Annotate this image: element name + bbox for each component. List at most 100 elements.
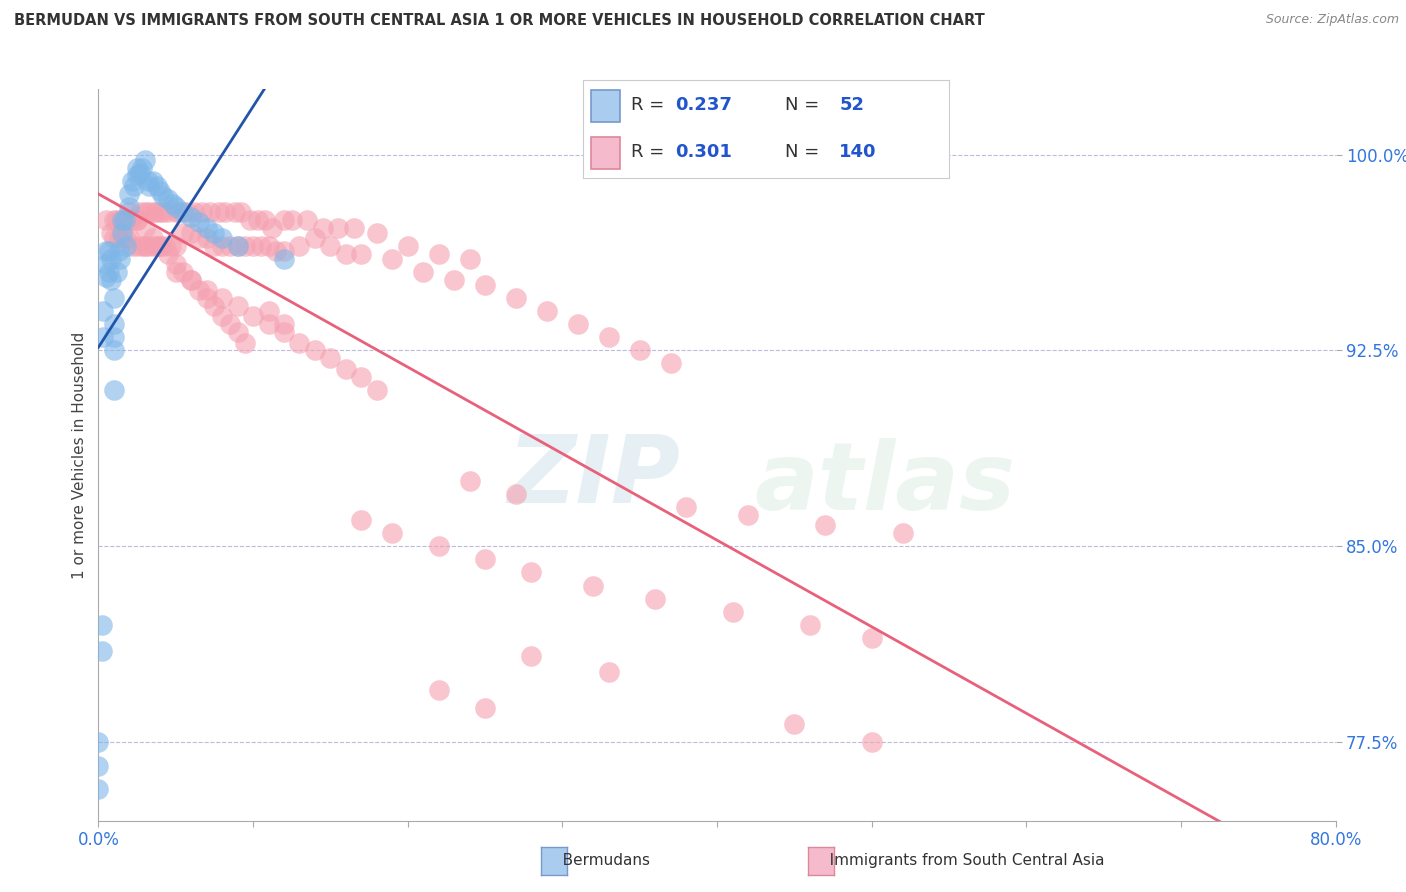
Point xyxy=(127,239,149,253)
Bar xyxy=(591,136,620,169)
Point xyxy=(737,508,759,522)
Point xyxy=(281,212,304,227)
Point xyxy=(350,369,373,384)
Point xyxy=(211,239,233,253)
Point xyxy=(165,257,187,271)
Point xyxy=(100,226,122,240)
Point xyxy=(211,310,233,324)
Point xyxy=(165,200,187,214)
Point xyxy=(141,231,165,245)
Point xyxy=(103,212,125,227)
Point xyxy=(108,252,131,266)
Point xyxy=(520,566,543,580)
Point xyxy=(127,169,149,183)
Point xyxy=(141,174,165,188)
Point xyxy=(136,205,159,219)
Point xyxy=(180,273,202,287)
Point xyxy=(505,291,527,305)
Point xyxy=(121,174,143,188)
Point xyxy=(474,701,496,715)
Point xyxy=(520,649,543,664)
Point xyxy=(103,291,125,305)
Point xyxy=(427,247,450,261)
Point xyxy=(141,205,165,219)
Text: 52: 52 xyxy=(839,95,865,114)
Point xyxy=(273,244,295,259)
Text: R =: R = xyxy=(631,143,664,161)
Text: atlas: atlas xyxy=(754,438,1015,530)
Point xyxy=(191,205,214,219)
Point xyxy=(165,265,187,279)
Point xyxy=(118,205,141,219)
Point xyxy=(582,578,605,592)
Point xyxy=(242,310,264,324)
Point xyxy=(180,226,202,240)
Text: ZIP: ZIP xyxy=(508,431,681,523)
Point xyxy=(304,343,326,358)
Point xyxy=(239,212,262,227)
Text: N =: N = xyxy=(785,143,818,161)
Point xyxy=(458,474,481,488)
Point xyxy=(157,205,180,219)
Point xyxy=(122,178,145,193)
Point xyxy=(458,252,481,266)
Point xyxy=(366,226,388,240)
Point xyxy=(149,239,172,253)
Point xyxy=(264,244,288,259)
Point xyxy=(152,189,174,203)
Point xyxy=(90,644,112,658)
Point xyxy=(297,212,319,227)
Point xyxy=(149,184,172,198)
Point xyxy=(229,205,252,219)
Point xyxy=(172,265,194,279)
Point xyxy=(443,273,465,287)
Point xyxy=(273,318,295,332)
Point xyxy=(195,231,218,245)
Point xyxy=(233,335,257,350)
Point xyxy=(160,239,183,253)
Point xyxy=(188,215,211,229)
Point xyxy=(145,205,167,219)
Point xyxy=(195,220,218,235)
Point xyxy=(219,239,242,253)
Point xyxy=(211,291,233,305)
Point xyxy=(233,239,257,253)
Point xyxy=(134,220,156,235)
Point xyxy=(304,231,326,245)
Point xyxy=(246,212,269,227)
Point xyxy=(98,265,121,279)
Point xyxy=(152,205,174,219)
Point xyxy=(100,273,122,287)
Point xyxy=(814,518,837,533)
Point xyxy=(366,383,388,397)
Point xyxy=(195,291,218,305)
Point xyxy=(87,782,110,797)
Point xyxy=(165,239,187,253)
Point xyxy=(204,226,226,240)
Point xyxy=(138,178,160,193)
Point xyxy=(134,205,156,219)
Point xyxy=(188,231,211,245)
Point xyxy=(427,683,450,698)
Point xyxy=(91,330,114,344)
Point xyxy=(628,343,651,358)
Point xyxy=(250,239,273,253)
Point xyxy=(118,186,141,201)
Point xyxy=(107,231,129,245)
Point xyxy=(214,205,236,219)
Point xyxy=(121,239,143,253)
Point xyxy=(188,284,211,298)
Point xyxy=(149,239,172,253)
Point xyxy=(427,540,450,554)
Point xyxy=(381,252,404,266)
Point xyxy=(412,265,434,279)
Point xyxy=(598,330,620,344)
Point xyxy=(105,212,128,227)
Point xyxy=(118,231,141,245)
Point xyxy=(273,325,295,339)
Point xyxy=(319,351,342,366)
Point xyxy=(146,178,169,193)
Point xyxy=(111,212,132,227)
Point xyxy=(204,299,226,313)
Point xyxy=(335,361,357,376)
